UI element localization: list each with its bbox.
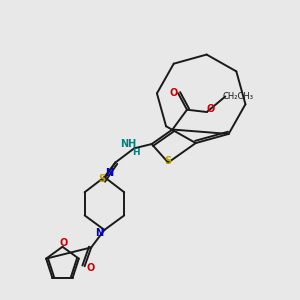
Text: O: O — [207, 104, 215, 114]
Text: N: N — [105, 168, 113, 178]
Text: NH: NH — [120, 140, 136, 149]
Text: CH₂CH₃: CH₂CH₃ — [222, 92, 253, 101]
Text: N: N — [95, 228, 104, 238]
Text: O: O — [59, 238, 67, 248]
Text: O: O — [170, 88, 178, 98]
Text: H: H — [132, 148, 140, 157]
Text: O: O — [86, 263, 95, 273]
Text: S: S — [165, 156, 172, 166]
Text: S: S — [98, 174, 105, 184]
